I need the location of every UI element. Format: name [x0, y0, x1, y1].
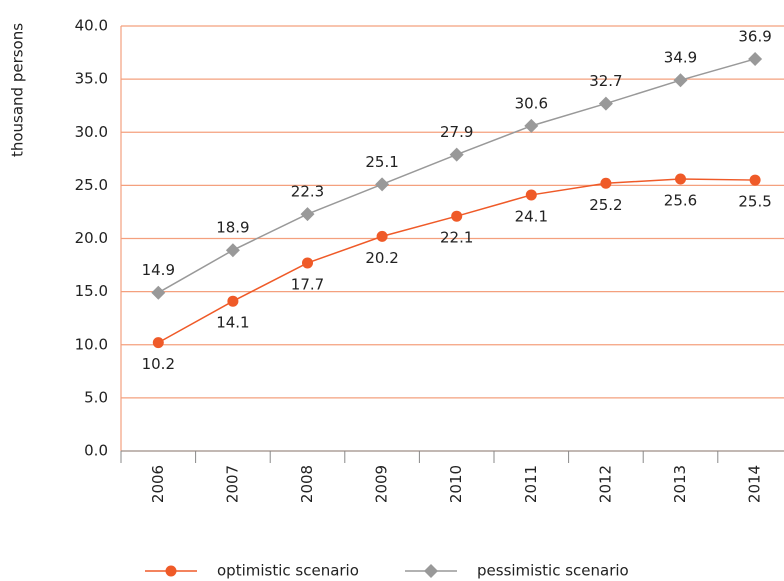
y-tick-label: 30.0 [75, 123, 108, 141]
legend-label: optimistic scenario [217, 562, 359, 580]
data-point [451, 210, 463, 222]
y-tick-label: 25.0 [75, 176, 108, 194]
data-label: 25.1 [365, 153, 398, 171]
x-tick-label: 2012 [596, 465, 614, 503]
data-point [525, 189, 537, 201]
data-point [449, 147, 464, 162]
y-tick-label: 35.0 [75, 70, 108, 88]
legend-marker [165, 565, 177, 577]
data-point [300, 207, 315, 222]
x-tick-label: 2011 [522, 465, 540, 503]
data-point [675, 173, 686, 185]
data-label: 34.9 [664, 49, 697, 67]
data-label: 24.1 [515, 207, 548, 225]
y-tick-label: 10.0 [75, 335, 108, 353]
data-point [151, 285, 166, 300]
data-point [598, 96, 613, 111]
data-label: 20.2 [365, 249, 398, 267]
series-line [157, 58, 756, 294]
data-label: 17.7 [291, 275, 324, 293]
y-axis-label: thousand persons [9, 23, 27, 157]
x-tick-label: 2008 [298, 465, 316, 503]
data-label: 30.6 [515, 94, 548, 112]
x-tick-label: 2006 [149, 465, 167, 503]
data-point [227, 295, 239, 307]
x-tick-label: 2009 [373, 465, 391, 503]
data-label: 14.9 [142, 261, 175, 279]
x-tick-label: 2013 [671, 465, 689, 503]
y-tick-label: 5.0 [84, 388, 108, 406]
data-label: 25.6 [664, 192, 697, 210]
data-point [600, 177, 612, 189]
data-label: 22.1 [440, 229, 473, 247]
data-label: 18.9 [216, 219, 249, 237]
data-point [524, 118, 539, 133]
data-label: 10.2 [142, 355, 175, 373]
data-label: 14.1 [216, 314, 249, 332]
data-point [225, 243, 240, 258]
y-tick-label: 20.0 [75, 229, 108, 247]
data-point [673, 73, 688, 88]
data-point [376, 230, 388, 242]
y-tick-label: 40.0 [75, 17, 108, 35]
data-point [152, 337, 164, 349]
legend-label: pessimistic scenario [477, 562, 629, 580]
data-point [302, 257, 313, 269]
x-tick-label: 2014 [746, 465, 764, 503]
legend-marker [424, 564, 438, 578]
x-tick-label: 2007 [223, 465, 241, 503]
y-tick-label: 15.0 [75, 282, 108, 300]
x-tick-label: 2010 [447, 465, 465, 503]
data-label: 22.3 [291, 183, 324, 201]
data-point [375, 177, 390, 192]
y-tick-label: 0.0 [84, 442, 108, 460]
data-label: 32.7 [589, 72, 622, 90]
data-label: 25.5 [738, 193, 771, 211]
data-label: 25.2 [589, 196, 622, 214]
data-point [748, 51, 763, 66]
data-label: 36.9 [738, 27, 771, 45]
data-point [749, 174, 761, 186]
data-label: 27.9 [440, 123, 473, 141]
